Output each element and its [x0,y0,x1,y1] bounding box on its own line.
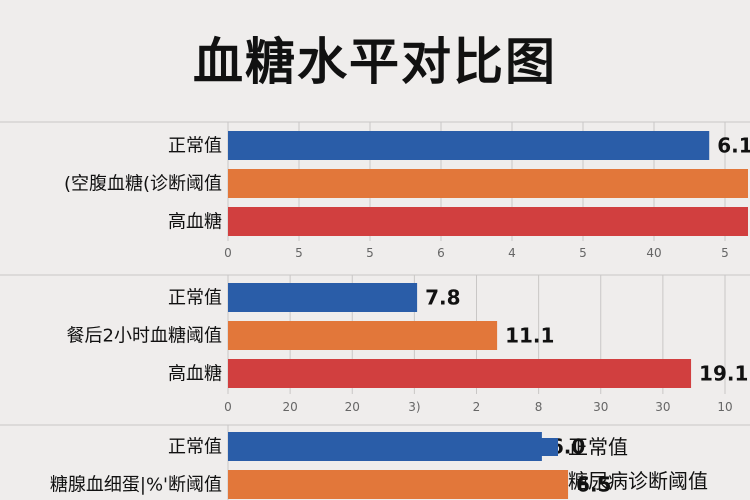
x-tick-label: 5 [579,246,587,260]
x-tick-label: 30 [593,400,608,414]
category-label: (空腹血糖(诊断阈值 [64,174,222,195]
legend-label: 正常值 [568,435,628,459]
x-tick-label: 20 [282,400,297,414]
category-label: 正常值 [168,136,222,157]
x-tick-label: 30 [655,400,670,414]
legend-label: 糖尿病诊断阈值 [568,469,708,493]
x-tick-label: 3) [408,400,420,414]
legend-swatch [540,438,558,456]
x-tick-label: 2 [473,400,481,414]
value-label: 7.8 [425,286,460,310]
bar [228,321,498,350]
category-label: 糖腺血细蛋|%'断阈值 [50,475,222,496]
x-tick-label: 20 [345,400,360,414]
value-label: 11.1 [505,324,554,348]
chart-title: 血糖水平对比图 [193,33,557,91]
bar [228,432,542,461]
x-tick-label: 0 [224,246,232,260]
category-label: 餐后2小时血糖阈值 [67,326,222,347]
value-label: 6.1 [717,134,750,158]
x-tick-label: 4 [508,246,516,260]
category-label: 正常值 [168,437,222,458]
bar [228,359,692,388]
x-tick-label: 5 [295,246,303,260]
bar [228,283,418,312]
category-label: 高血糖 [168,364,222,385]
bar [228,207,748,236]
x-tick-label: 10 [717,400,732,414]
value-label: 6.5 [576,473,611,497]
x-tick-label: 6 [437,246,445,260]
bar [228,169,748,198]
bar [228,470,569,499]
x-tick-label: 5 [366,246,374,260]
x-tick-label: 0 [224,400,232,414]
category-label: 正常值 [168,288,222,309]
x-tick-label: 40 [646,246,661,260]
x-tick-label: 5 [721,246,729,260]
x-tick-label: 8 [535,400,543,414]
legend-swatch [540,472,558,490]
category-label: 高血糖 [168,212,222,233]
value-label: 19.1 [699,362,748,386]
bar [228,131,710,160]
